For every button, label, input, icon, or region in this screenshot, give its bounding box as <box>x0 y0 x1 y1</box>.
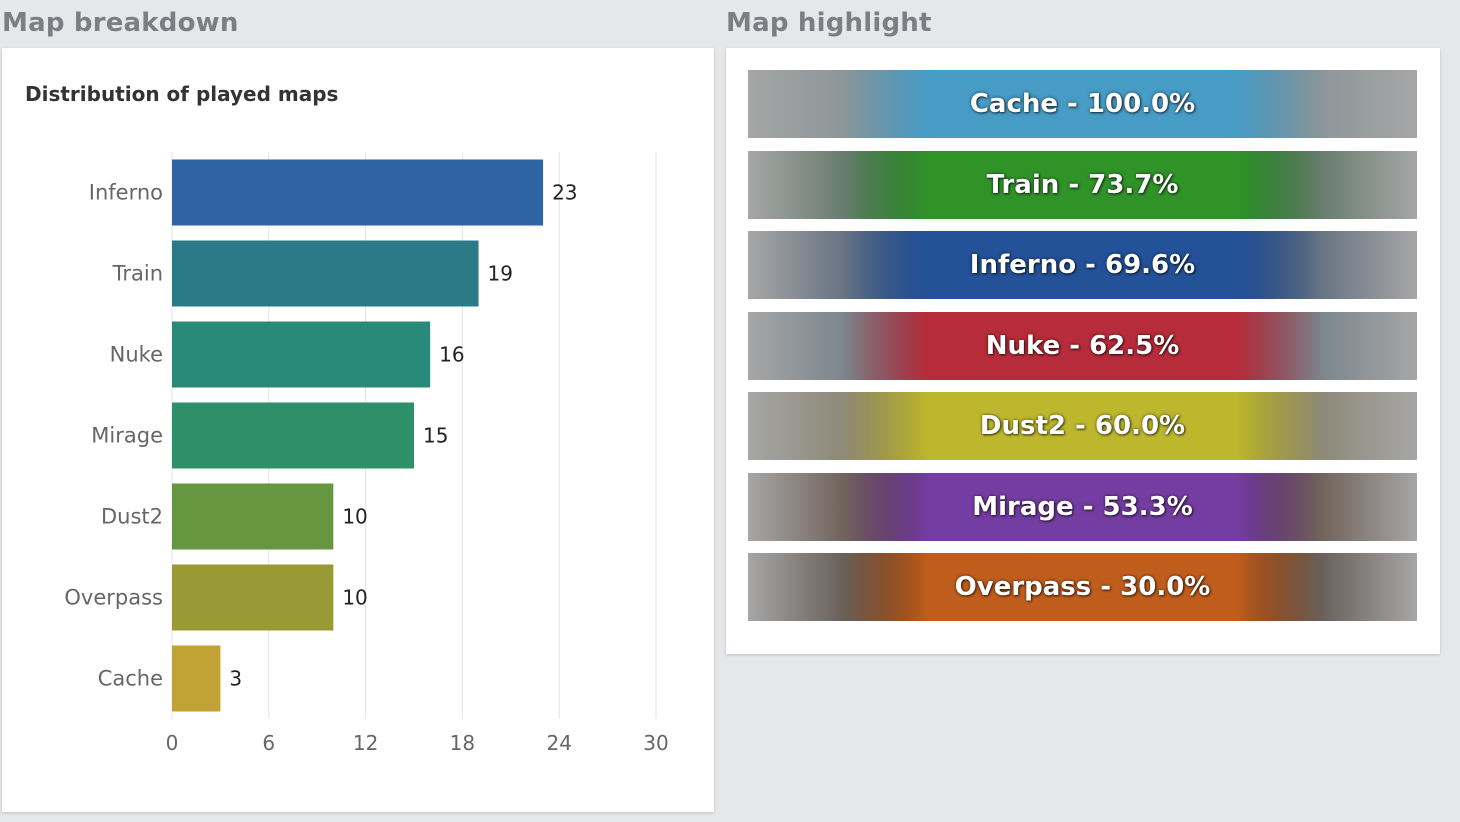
data-label: 10 <box>342 505 367 529</box>
category-label: Cache <box>98 667 163 691</box>
map-banner-dust2: Dust2 - 60.0% <box>748 392 1417 460</box>
map-win-rate-label: Inferno - 69.6% <box>969 250 1196 280</box>
category-label: Inferno <box>89 181 163 205</box>
data-label: 19 <box>488 262 513 286</box>
bar-dust2 <box>172 483 334 550</box>
map-banner-overpass: Overpass - 30.0% <box>748 553 1417 621</box>
color-stripe <box>841 231 1324 299</box>
data-label: 23 <box>552 181 577 205</box>
x-tick-label: 18 <box>450 731 475 755</box>
category-label: Overpass <box>64 586 163 610</box>
x-tick-label: 12 <box>353 731 378 755</box>
data-label: 15 <box>423 424 448 448</box>
map-distribution-chart-panel: Distribution of played maps 0 6 12 18 24 30 In… <box>2 48 714 812</box>
category-label: Train <box>112 262 163 286</box>
category-label: Dust2 <box>101 505 163 529</box>
color-stripe <box>841 70 1324 138</box>
x-tick-label: 6 <box>262 731 275 755</box>
x-tick-label: 30 <box>643 731 668 755</box>
map-banner-train: Train - 73.7% <box>748 150 1417 219</box>
map-breakdown-title: Map breakdown <box>2 8 239 38</box>
bar-nuke <box>172 321 431 388</box>
map-banner-inferno: Inferno - 69.6% <box>748 231 1417 299</box>
data-label: 10 <box>342 586 367 610</box>
bar-mirage <box>172 402 414 469</box>
category-label: Mirage <box>91 424 163 448</box>
x-tick-label: 24 <box>546 731 571 755</box>
data-label: 16 <box>439 343 464 367</box>
bar-train <box>172 240 479 307</box>
color-stripe <box>841 553 1324 621</box>
map-win-rate-label: Mirage - 53.3% <box>972 491 1193 522</box>
bar-chart: 0 6 12 18 24 30 Inferno 23 Train 19 Nuke 16 Mirage 15… <box>64 152 669 755</box>
map-highlight-title: Map highlight <box>726 8 932 38</box>
bar-overpass <box>172 564 334 631</box>
map-win-rate-label: Train - 73.7% <box>986 169 1179 200</box>
map-win-rate-label: Dust2 - 60.0% <box>979 411 1186 441</box>
x-tick-label: 0 <box>166 731 179 755</box>
map-banner-cache: Cache - 100.0% <box>748 70 1417 138</box>
color-stripe <box>841 311 1324 380</box>
bar-cache <box>172 645 221 712</box>
data-label: 3 <box>229 667 242 691</box>
map-banner-nuke: Nuke - 62.5% <box>748 311 1417 380</box>
chart-title: Distribution of played maps <box>25 82 339 106</box>
color-stripe <box>841 150 1324 219</box>
color-stripe <box>841 392 1324 460</box>
color-stripe <box>841 472 1324 541</box>
category-label: Nuke <box>110 343 163 367</box>
map-win-rate-label: Overpass - 30.0% <box>954 572 1211 602</box>
map-highlight-panel: Cache - 100.0% Train - 73.7% Inferno - 69.… <box>726 48 1440 654</box>
bar-inferno <box>172 159 544 226</box>
map-win-rate-label: Cache - 100.0% <box>969 89 1196 119</box>
map-win-rate-label: Nuke - 62.5% <box>985 330 1180 361</box>
map-banner-mirage: Mirage - 53.3% <box>748 472 1417 541</box>
